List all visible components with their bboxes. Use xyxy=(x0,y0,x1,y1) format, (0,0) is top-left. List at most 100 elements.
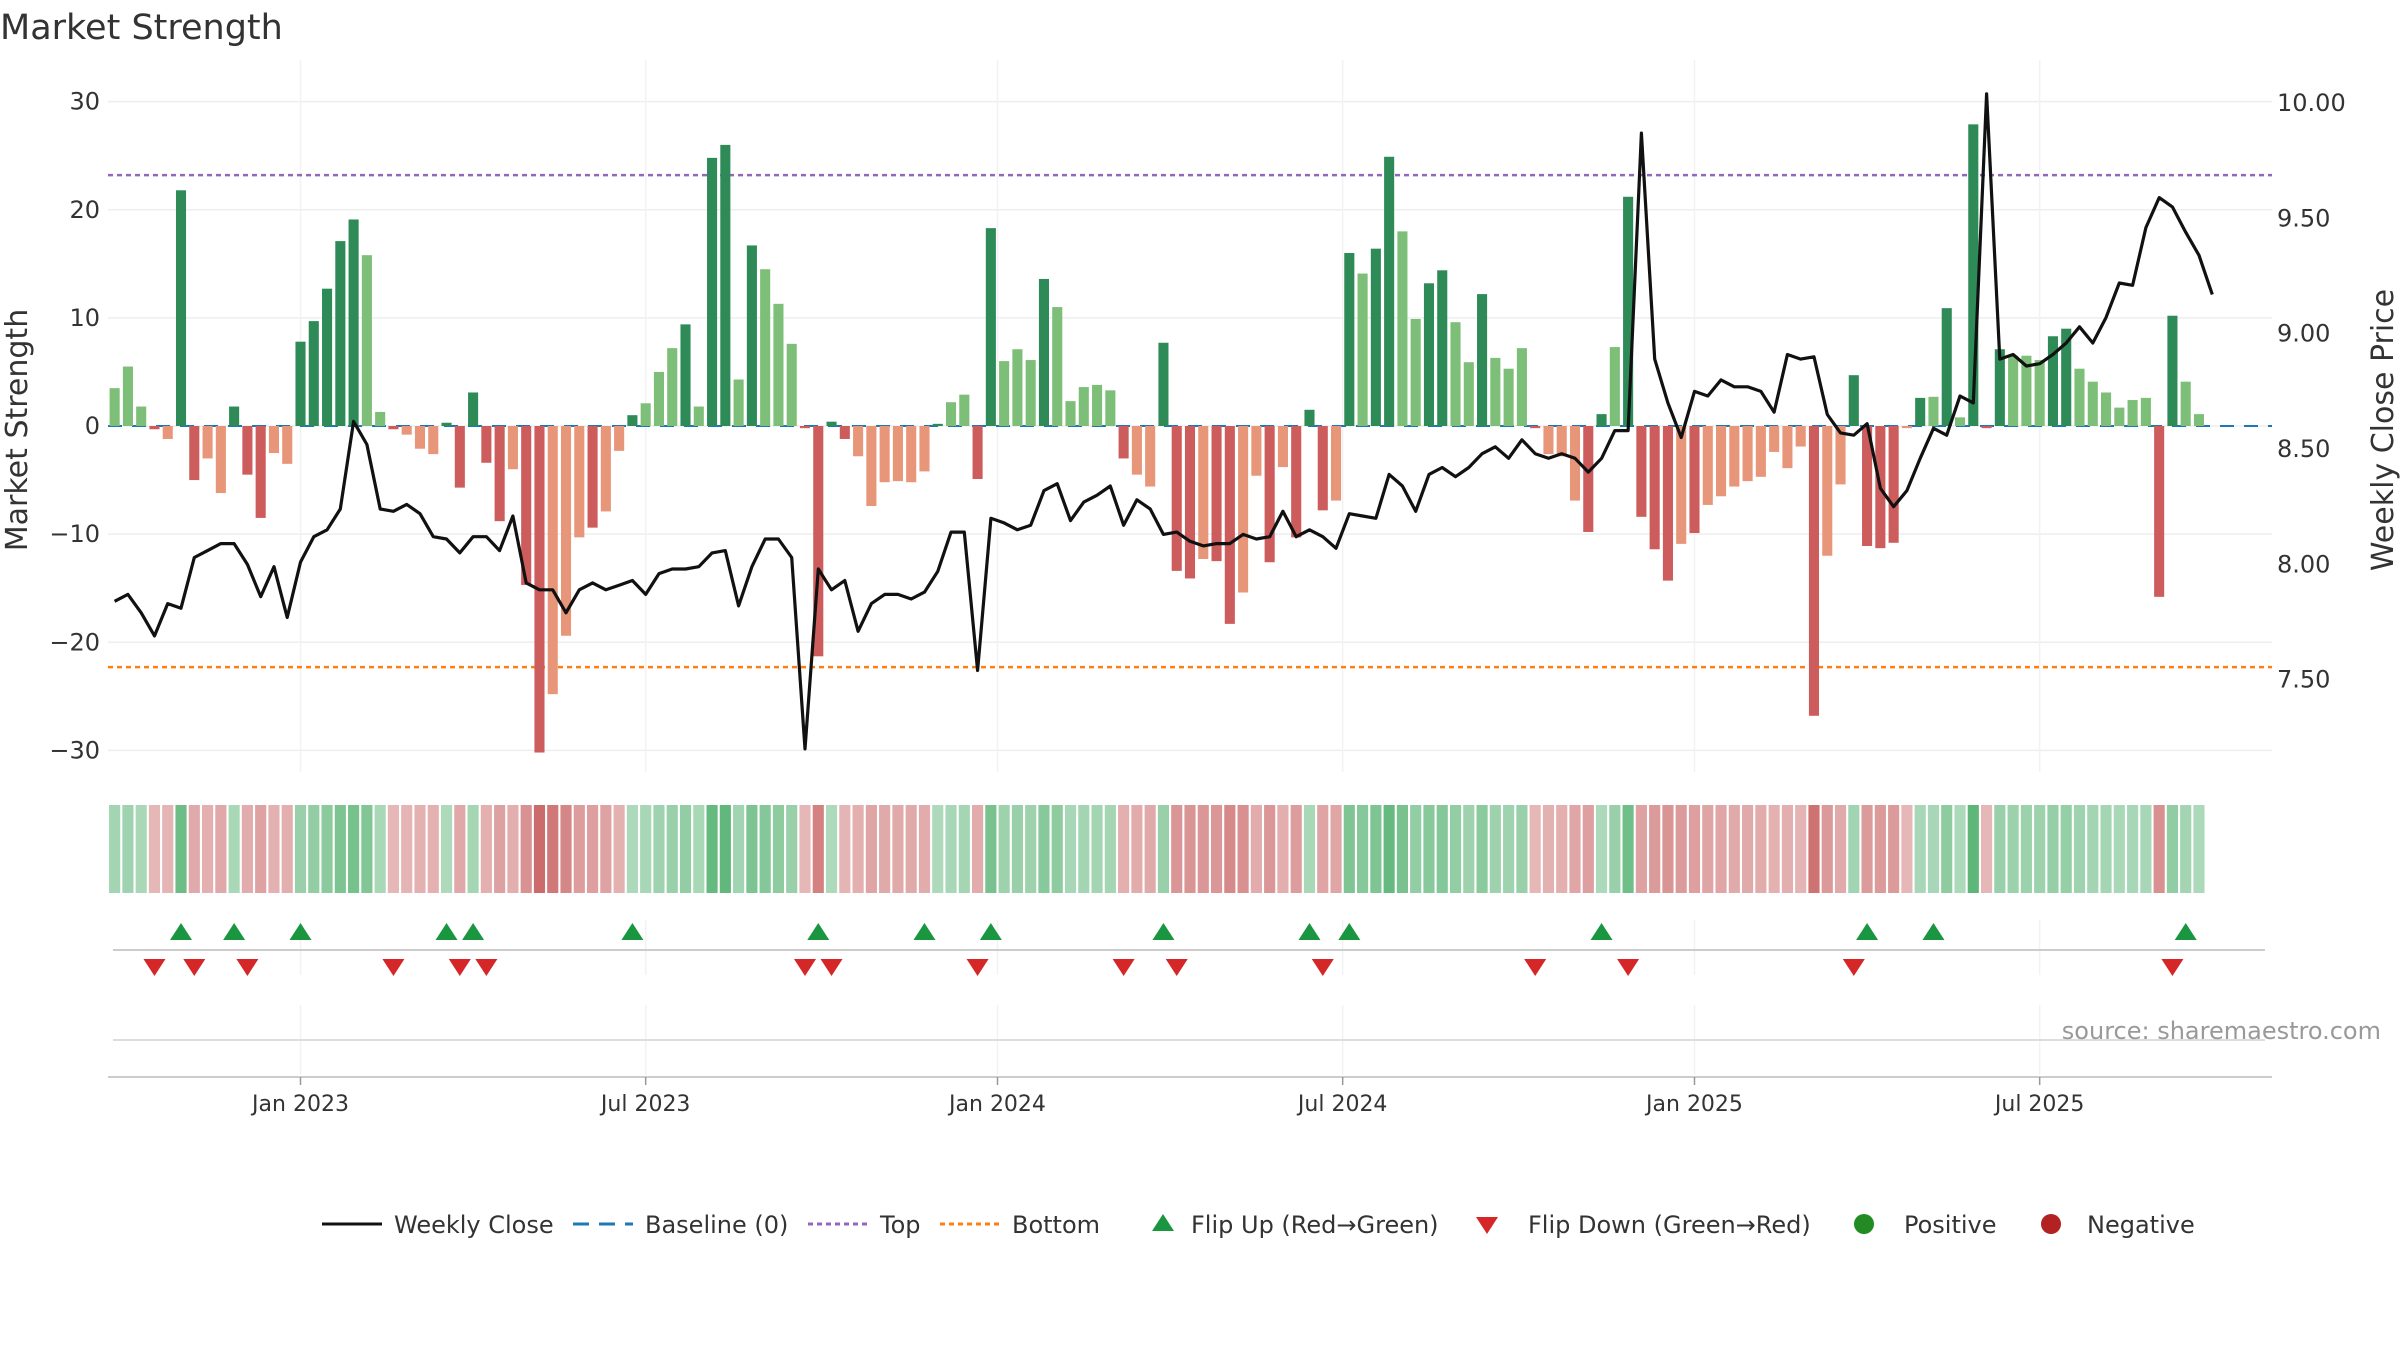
regime-cell xyxy=(334,805,346,893)
strength-bar xyxy=(1862,426,1873,547)
flip-down-marker xyxy=(1842,959,1865,976)
right-tick-label: 10.00 xyxy=(2277,89,2346,117)
flip-up-marker xyxy=(170,923,193,940)
strength-bar xyxy=(454,426,465,488)
strength-bar xyxy=(1968,124,1979,427)
strength-bar xyxy=(1636,426,1647,517)
regime-cell xyxy=(268,805,280,893)
legend-label: Weekly Close xyxy=(394,1211,554,1239)
regime-cell xyxy=(1104,805,1116,893)
strength-bar xyxy=(547,426,558,695)
regime-cell xyxy=(1449,805,1462,893)
strength-bar xyxy=(2061,328,2072,426)
strength-bar xyxy=(733,379,744,426)
strength-bar xyxy=(1105,390,1116,426)
regime-cell xyxy=(228,805,240,893)
regime-cell xyxy=(281,805,293,893)
strength-bar xyxy=(1065,401,1076,426)
strength-bar xyxy=(1463,362,1474,426)
strength-bar xyxy=(1808,426,1820,716)
strength-bar xyxy=(2087,381,2098,426)
strength-bar xyxy=(1384,156,1395,427)
strength-bar xyxy=(1994,349,2005,426)
regime-cell xyxy=(1343,805,1355,893)
regime-cell xyxy=(1264,805,1276,893)
regime-cell xyxy=(905,805,917,893)
regime-cell xyxy=(1383,805,1395,893)
strength-bar xyxy=(1052,307,1063,426)
regime-cell xyxy=(1091,805,1103,893)
regime-cell xyxy=(1210,805,1223,893)
regime-cell xyxy=(1131,805,1143,893)
regime-cell xyxy=(653,805,665,893)
flip-down-marker xyxy=(1524,959,1547,976)
regime-cell xyxy=(1078,805,1090,893)
regime-cell xyxy=(1582,805,1594,893)
strength-bar xyxy=(162,426,173,439)
regime-cell xyxy=(361,805,373,893)
regime-cell xyxy=(852,805,864,893)
regime-cell xyxy=(825,805,838,893)
regime-cell xyxy=(1436,805,1448,893)
regime-cell xyxy=(1755,805,1767,893)
strength-bar xyxy=(1503,368,1514,426)
strength-bar xyxy=(1835,426,1846,485)
regime-cell xyxy=(958,805,970,893)
legend-swatch-negative xyxy=(2041,1214,2061,1234)
regime-cell xyxy=(786,805,798,893)
strength-bar xyxy=(215,426,226,494)
regime-cell xyxy=(2113,805,2125,893)
regime-cell xyxy=(613,805,625,893)
strength-bar xyxy=(1038,278,1050,426)
strength-bar xyxy=(2180,381,2191,426)
strength-bar xyxy=(1277,426,1288,468)
regime-cell xyxy=(1901,805,1913,893)
regime-cell xyxy=(2166,805,2179,893)
strength-bar xyxy=(1330,426,1342,501)
left-tick-label: 30 xyxy=(69,88,100,116)
regime-cell xyxy=(2007,805,2019,893)
regime-cell xyxy=(839,805,851,893)
strength-bar xyxy=(2167,315,2178,426)
regime-cell xyxy=(693,805,705,893)
weekly-close-line xyxy=(113,92,2214,751)
regime-cell xyxy=(1688,805,1701,893)
left-tick-label: 0 xyxy=(85,412,100,440)
strength-bar xyxy=(2008,355,2019,426)
regime-cell xyxy=(241,805,253,893)
strength-bar xyxy=(2047,336,2058,426)
strength-bar xyxy=(2154,426,2165,597)
flip-up-marker xyxy=(1922,923,1945,940)
regime-cell xyxy=(945,805,957,893)
strength-bar xyxy=(1543,426,1554,455)
strength-bar xyxy=(1848,375,1859,426)
regime-cell xyxy=(1489,805,1501,893)
strength-bar xyxy=(1941,308,1952,426)
regime-cell xyxy=(1954,805,1966,893)
legend-swatch-positive xyxy=(1854,1214,1874,1234)
strength-bar xyxy=(282,426,293,464)
strength-bar xyxy=(1822,426,1833,556)
regime-cell xyxy=(1011,805,1023,893)
regime-cell xyxy=(2127,805,2139,893)
strength-bar xyxy=(1689,426,1700,534)
strength-bar xyxy=(1596,414,1607,426)
regime-cell xyxy=(1795,805,1807,893)
regime-cell xyxy=(2153,805,2165,893)
regime-cell xyxy=(454,805,466,893)
strength-bar xyxy=(189,426,200,481)
regime-cell xyxy=(507,805,519,893)
strength-bar xyxy=(919,426,930,472)
strength-bar xyxy=(1012,349,1023,426)
regime-cell xyxy=(772,805,785,893)
strength-bar xyxy=(521,426,532,585)
regime-cell xyxy=(308,805,320,893)
flip-down-marker xyxy=(1617,959,1640,976)
weekly-close-series xyxy=(113,92,2214,751)
regime-cell xyxy=(573,805,585,893)
strength-bar xyxy=(932,423,943,426)
flip-up-marker xyxy=(979,923,1002,940)
strength-bar xyxy=(136,406,147,426)
strength-bars xyxy=(109,124,2205,753)
strength-bar xyxy=(375,411,386,426)
